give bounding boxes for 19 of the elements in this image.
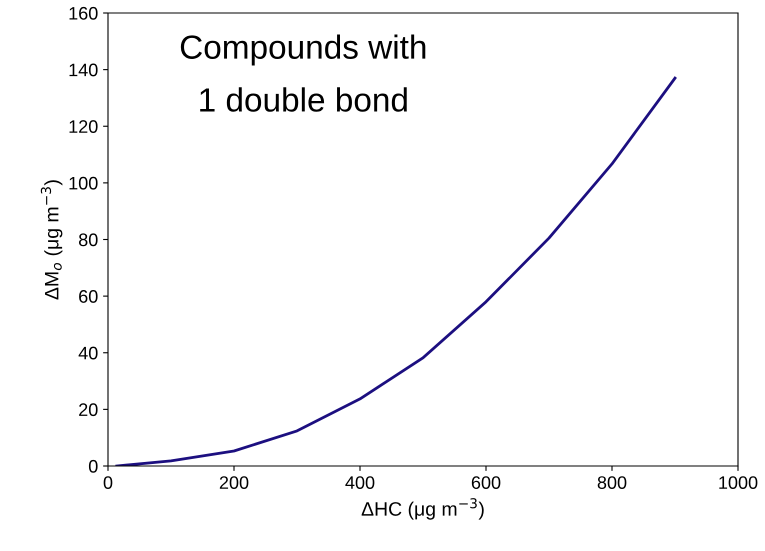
y-tick-label: 20	[79, 403, 98, 416]
x-tick-label: 1000	[719, 476, 758, 489]
x-axis-title: ΔHC (μg m$^{−3}$)	[362, 498, 484, 520]
y-tick-label: 80	[78, 233, 98, 246]
y-tick-label: 100	[70, 176, 98, 190]
annotation: Compounds with 1 double bond	[180, 34, 426, 112]
x-tick-label: 600	[472, 476, 500, 489]
y-tick-label: 40	[78, 346, 98, 360]
y-axis-title: ΔM$_{o}$ (μg m$^{−3}$)	[40, 180, 62, 300]
y-tick-label: 140	[70, 64, 98, 76]
y-tick-label: 160	[70, 6, 98, 20]
x-tick-label: 400	[345, 476, 374, 489]
y-tick-label: 0	[88, 460, 98, 473]
x-tick-label: 200	[220, 476, 248, 489]
line-series	[115, 76, 676, 466]
y-tick-label: 60	[79, 290, 98, 303]
y-tick-label: 120	[70, 120, 98, 133]
x-tick-label: 800	[598, 476, 626, 489]
x-tick-label: 0	[104, 476, 112, 489]
